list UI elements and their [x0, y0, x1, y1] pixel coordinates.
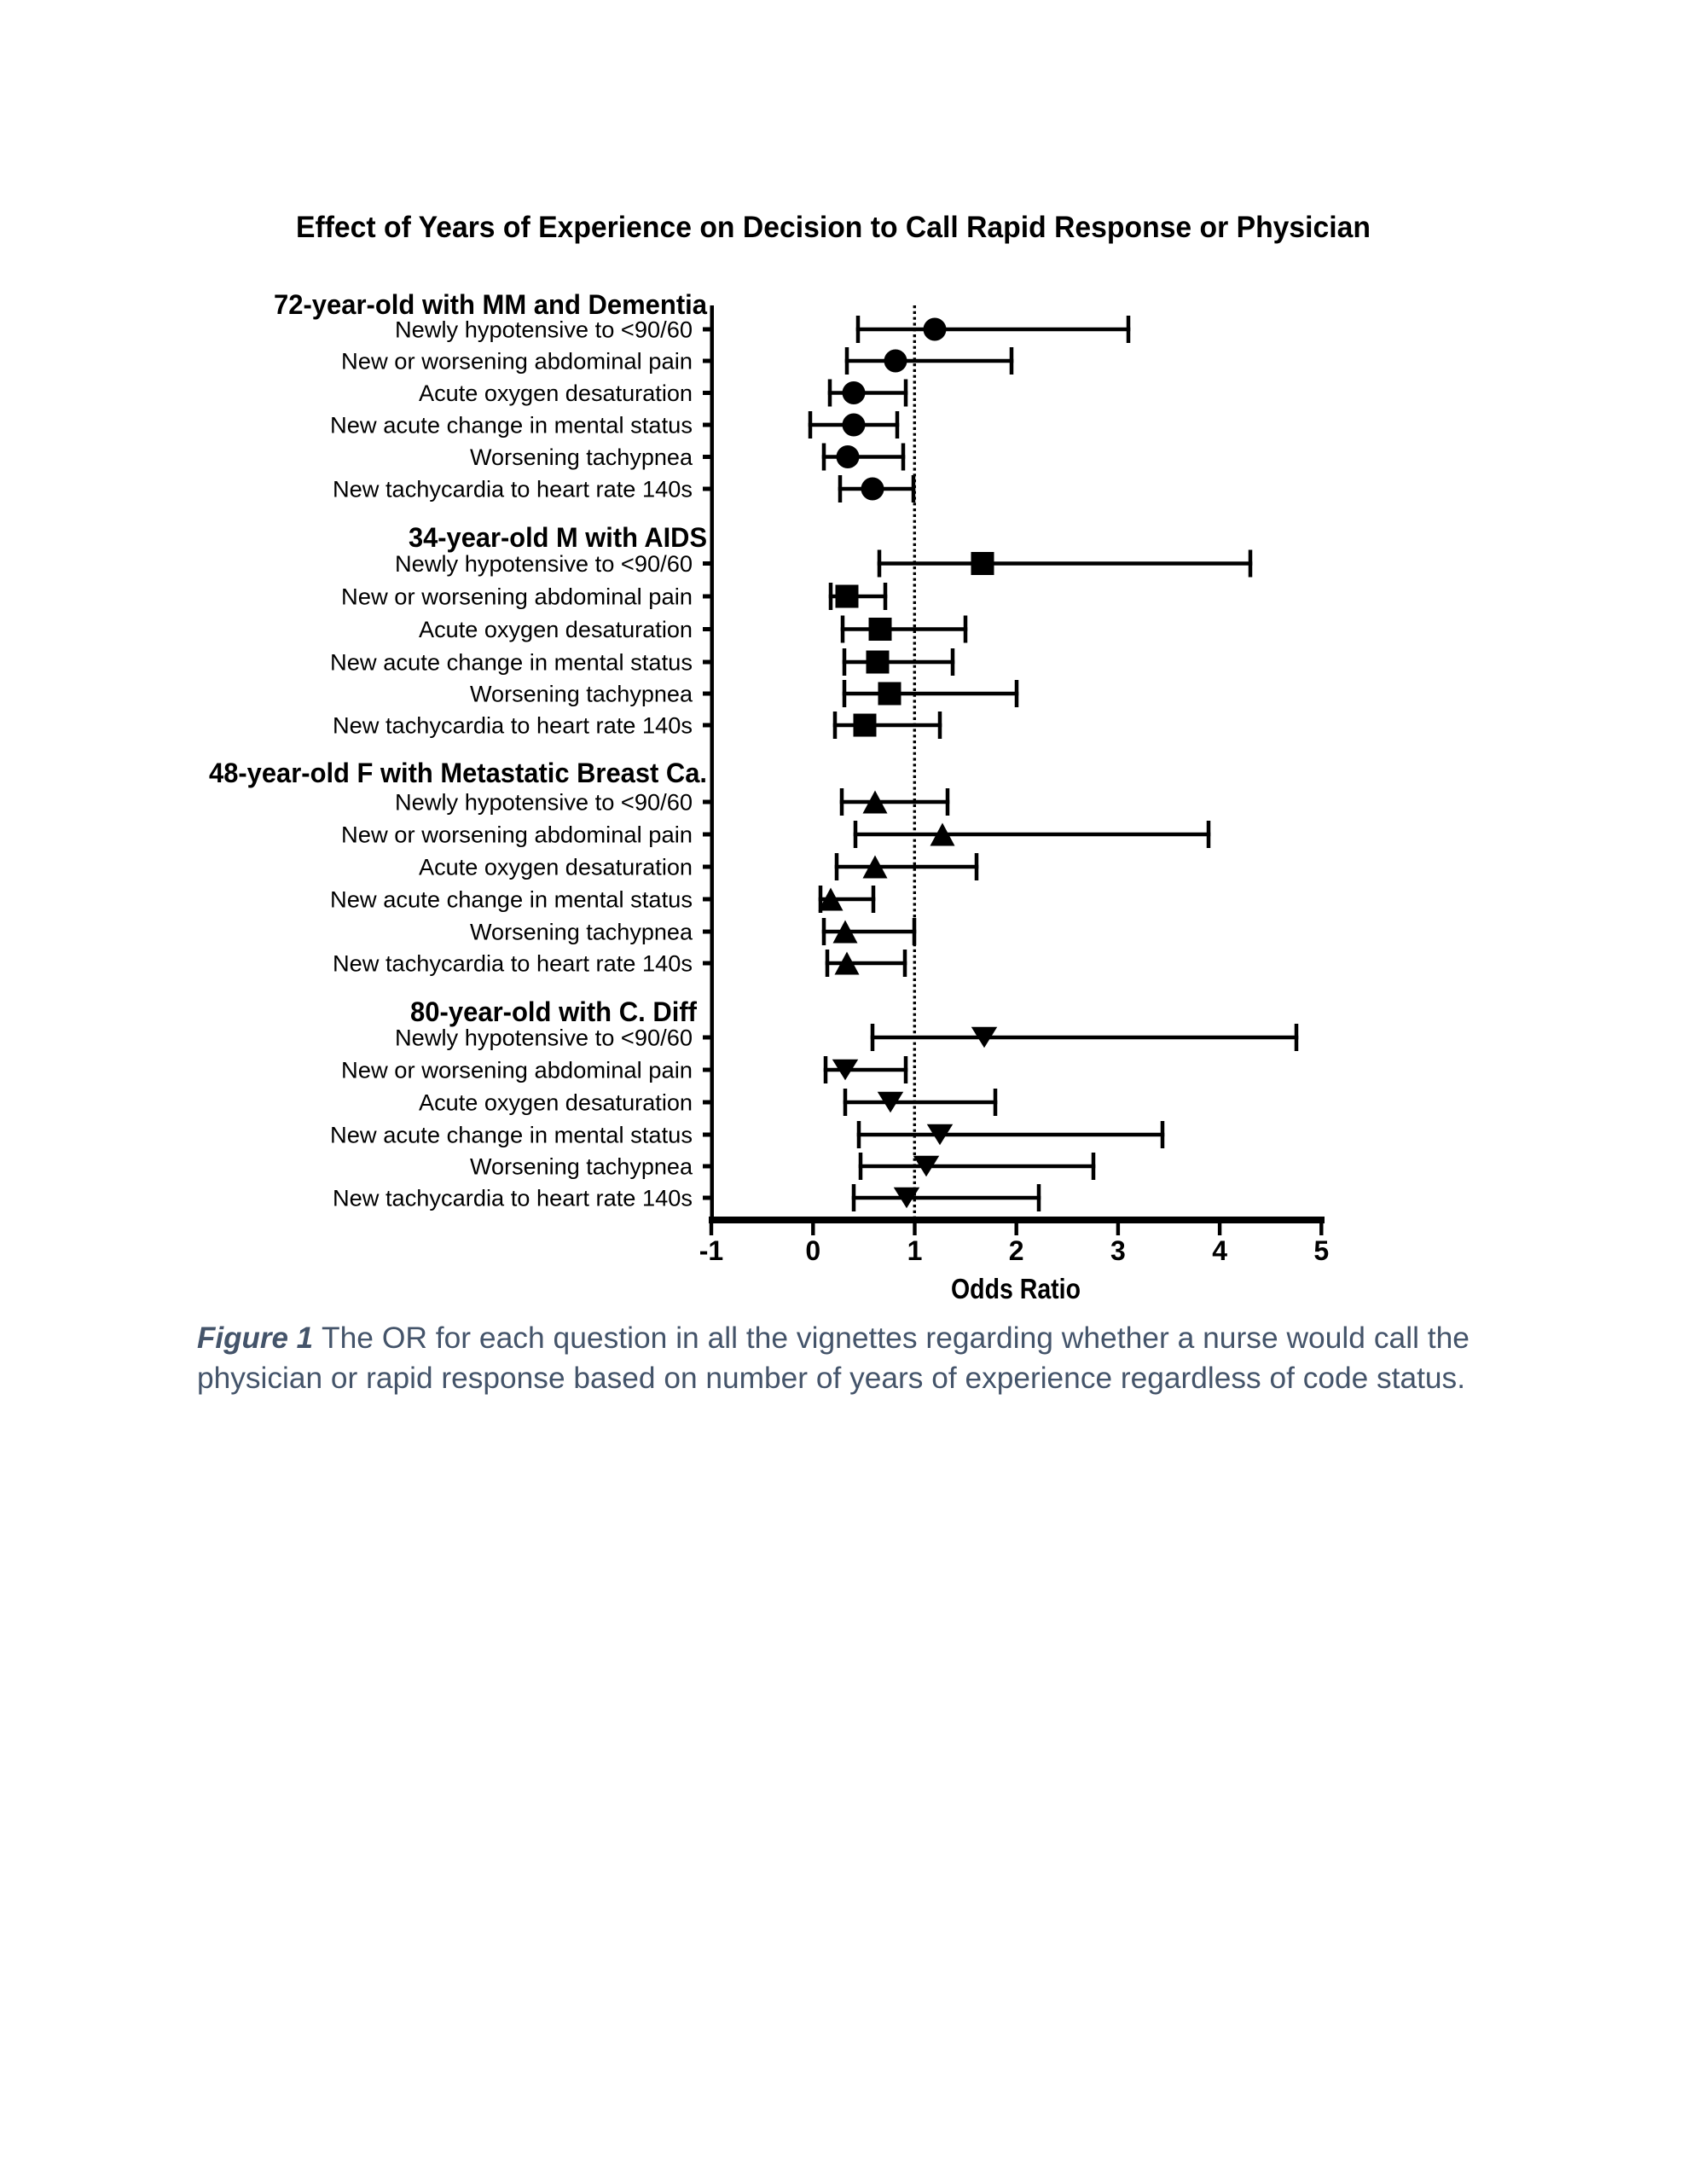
svg-text:New acute change in mental sta: New acute change in mental status — [330, 413, 693, 439]
svg-text:3: 3 — [1110, 1235, 1126, 1266]
svg-text:Acute oxygen desaturation: Acute oxygen desaturation — [419, 855, 693, 880]
svg-text:Newly hypotensive to <90/60: Newly hypotensive to <90/60 — [395, 551, 693, 577]
svg-text:4: 4 — [1212, 1235, 1227, 1266]
svg-text:1: 1 — [907, 1235, 923, 1266]
svg-text:New acute change in mental sta: New acute change in mental status — [330, 650, 693, 676]
svg-text:New tachycardia to heart rate: New tachycardia to heart rate 140s — [333, 713, 693, 739]
svg-text:New or worsening abdominal pai: New or worsening abdominal pain — [341, 822, 693, 848]
svg-text:Newly hypotensive to <90/60: Newly hypotensive to <90/60 — [395, 1025, 693, 1051]
svg-text:Worsening tachypnea: Worsening tachypnea — [470, 682, 693, 707]
svg-text:New tachycardia to heart rate: New tachycardia to heart rate 140s — [333, 1186, 693, 1211]
svg-text:New or worsening abdominal pai: New or worsening abdominal pain — [341, 349, 693, 375]
svg-text:New tachycardia to heart rate: New tachycardia to heart rate 140s — [333, 951, 693, 977]
svg-text:Figure 1: Figure 1 — [197, 1321, 313, 1355]
svg-text:-1: -1 — [699, 1235, 723, 1266]
svg-text:5: 5 — [1313, 1235, 1329, 1266]
svg-text:physician or rapid response ba: physician or rapid response based on num… — [197, 1362, 1465, 1395]
svg-text:Worsening tachypnea: Worsening tachypnea — [470, 444, 693, 470]
svg-text:2: 2 — [1009, 1235, 1024, 1266]
svg-text:80-year-old with C. Diff: 80-year-old with C. Diff — [410, 996, 697, 1027]
svg-text:Odds Ratio: Odds Ratio — [951, 1273, 1081, 1304]
svg-text:Newly hypotensive to <90/60: Newly hypotensive to <90/60 — [395, 790, 693, 816]
svg-text:New acute change in mental sta: New acute change in mental status — [330, 1123, 693, 1148]
svg-text:Acute oxygen desaturation: Acute oxygen desaturation — [419, 617, 693, 642]
svg-text:72-year-old with MM and Dement: 72-year-old with MM and Dementia — [274, 289, 707, 320]
svg-text:34-year-old M with AIDS: 34-year-old M with AIDS — [409, 522, 707, 553]
svg-text:The OR for each question in al: The OR for each question in all the vign… — [322, 1321, 1470, 1355]
svg-text:New acute change in mental sta: New acute change in mental status — [330, 887, 693, 913]
svg-text:Effect of Years of Experience: Effect of Years of Experience on Decisio… — [296, 211, 1371, 244]
svg-text:Worsening tachypnea: Worsening tachypnea — [470, 920, 693, 945]
svg-text:Newly hypotensive to <90/60: Newly hypotensive to <90/60 — [395, 317, 693, 343]
svg-text:New or worsening abdominal pai: New or worsening abdominal pain — [341, 584, 693, 610]
svg-text:New tachycardia to heart rate: New tachycardia to heart rate 140s — [333, 477, 693, 502]
svg-text:Acute oxygen desaturation: Acute oxygen desaturation — [419, 380, 693, 406]
svg-text:New or worsening abdominal pai: New or worsening abdominal pain — [341, 1058, 693, 1083]
svg-text:48-year-old F with Metastatic: 48-year-old F with Metastatic Breast Ca. — [209, 758, 707, 788]
svg-text:Worsening tachypnea: Worsening tachypnea — [470, 1154, 693, 1180]
svg-text:Acute oxygen desaturation: Acute oxygen desaturation — [419, 1090, 693, 1116]
svg-text:0: 0 — [805, 1235, 820, 1266]
